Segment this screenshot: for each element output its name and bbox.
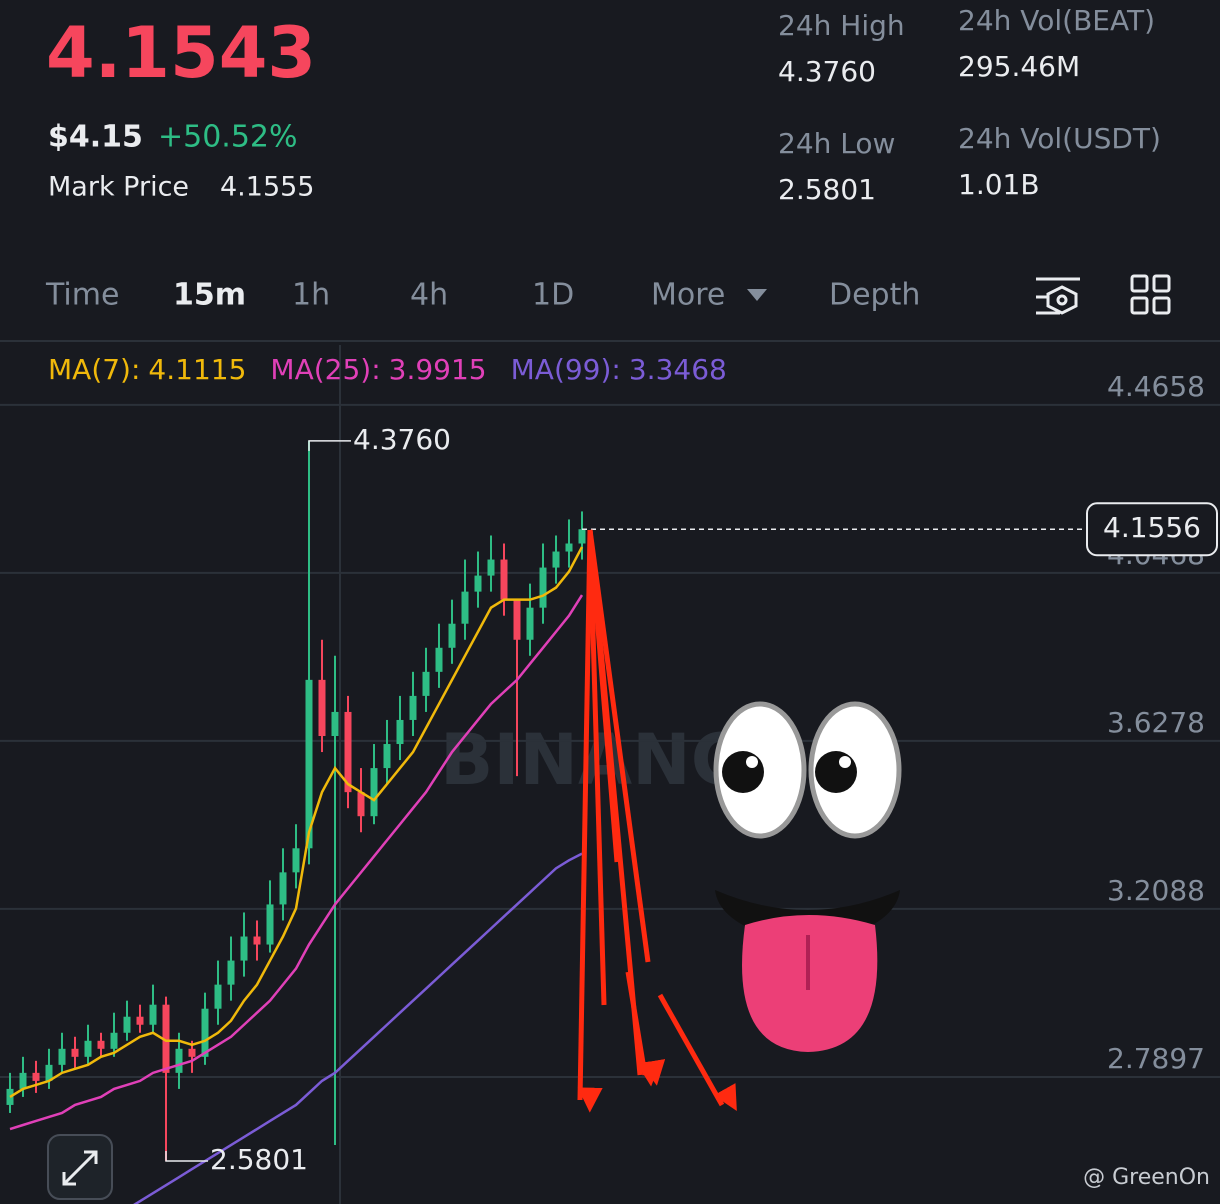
ma-legend: MA(99): 3.3468 [511, 353, 727, 386]
tab[interactable]: Depth [829, 278, 920, 313]
ma-line [9, 546, 584, 1098]
candle-body [175, 1048, 183, 1073]
chart: 4.46584.04683.62783.20882.7897MA(7):4.11… [0, 353, 1220, 1204]
candle-body [136, 1016, 144, 1025]
candle-body [58, 1048, 66, 1065]
candle-body [305, 679, 313, 849]
candle-body [266, 904, 274, 945]
tab[interactable]: 1h [292, 278, 330, 313]
current-price-label: 4.1556 [1103, 511, 1201, 544]
ma-line [133, 852, 583, 1204]
stat-value: 1.01B [958, 168, 1040, 201]
current-price-box [1086, 502, 1218, 557]
stat-value: 4.3760 [778, 55, 876, 88]
candle-body [240, 936, 248, 961]
candle-body [188, 1048, 196, 1057]
candle-body [344, 711, 352, 793]
tab[interactable]: 1D [532, 278, 574, 313]
candle-body [578, 529, 586, 544]
candle-body [396, 719, 404, 745]
stat-label: 24h Vol(USDT) [958, 122, 1161, 155]
candle-body [45, 1064, 53, 1081]
mark-price-label: Mark Price [48, 172, 189, 203]
candle-body [19, 1072, 27, 1089]
candle-body [110, 1032, 118, 1049]
usd-price: $4.15 [48, 120, 143, 155]
candle-body [279, 872, 287, 905]
ma-legend: MA(7): 4.1115 [48, 353, 246, 386]
candle-body [461, 591, 469, 624]
ma-value: 3.9915 [389, 353, 487, 386]
candle-body [201, 1008, 209, 1057]
candle-body [487, 559, 495, 576]
tab[interactable]: 4h [410, 278, 448, 313]
plot-area [6, 440, 586, 1204]
candle-body [71, 1048, 79, 1057]
candle-body [227, 960, 235, 985]
candle-body [84, 1040, 92, 1057]
low-label: 2.5801 [210, 1143, 308, 1176]
stat-label: 24h High [778, 9, 905, 42]
drawn-arrows [577, 529, 737, 1113]
candle-body [331, 711, 339, 737]
candle-body [162, 1004, 170, 1073]
settings-icon[interactable] [1036, 277, 1080, 315]
tab-active[interactable]: 15m [173, 278, 246, 313]
low-leader [165, 1151, 208, 1162]
stat-label: 24h Vol(BEAT) [958, 4, 1155, 37]
tab-dropdown[interactable]: More [651, 278, 725, 313]
candle-body [500, 559, 508, 600]
layout-icon[interactable] [1130, 274, 1171, 315]
candle-body [448, 623, 456, 648]
candle-body [526, 607, 534, 640]
candle-body [123, 1016, 131, 1033]
candle-body [370, 768, 378, 817]
ma-value: 3.3468 [629, 353, 727, 386]
stat-value: 2.5801 [778, 173, 876, 206]
last-price: 4.1543 [46, 12, 316, 94]
candle-body [409, 695, 417, 720]
ma-name: MA(7): [48, 353, 140, 386]
ma-name: MA(99): [511, 353, 621, 386]
mark-price: 4.1555 [220, 172, 314, 203]
high-label: 4.3760 [353, 423, 451, 456]
y-tick-label: 3.2088 [1107, 874, 1205, 907]
stat-label: 24h Low [778, 127, 895, 160]
candle-body [357, 792, 365, 817]
candle-body [435, 647, 443, 672]
expand-button[interactable] [47, 1134, 113, 1200]
candle-body [214, 984, 222, 1009]
emoji [713, 701, 902, 1052]
dropdown-caret [747, 289, 767, 301]
candle-body [253, 936, 261, 945]
change: +50.52% [158, 120, 298, 155]
y-tick-label: 4.4658 [1107, 370, 1205, 403]
candle-body [422, 671, 430, 696]
candle-body [539, 567, 547, 608]
ma-legend: MA(25): 3.9915 [270, 353, 486, 386]
candle-body [513, 599, 521, 640]
y-tick-label: 3.6278 [1107, 706, 1205, 739]
y-tick-label: 2.7897 [1107, 1042, 1205, 1075]
candle-body [149, 1004, 157, 1025]
candle-body [552, 551, 560, 568]
ma-name: MA(25): [270, 353, 380, 386]
candle-body [292, 848, 300, 873]
high-leader [308, 440, 351, 451]
candle-body [32, 1072, 40, 1081]
candle-body [383, 744, 391, 769]
candle-body [474, 575, 482, 592]
candle-body [318, 679, 326, 737]
candle-body [97, 1040, 105, 1049]
stat-value: 295.46M [958, 50, 1080, 83]
credit: @ GreenOn [1083, 1165, 1210, 1190]
tab[interactable]: Time [45, 278, 119, 313]
ma-value: 4.1115 [148, 353, 246, 386]
candle-body [565, 543, 573, 552]
ma-line [9, 594, 584, 1131]
